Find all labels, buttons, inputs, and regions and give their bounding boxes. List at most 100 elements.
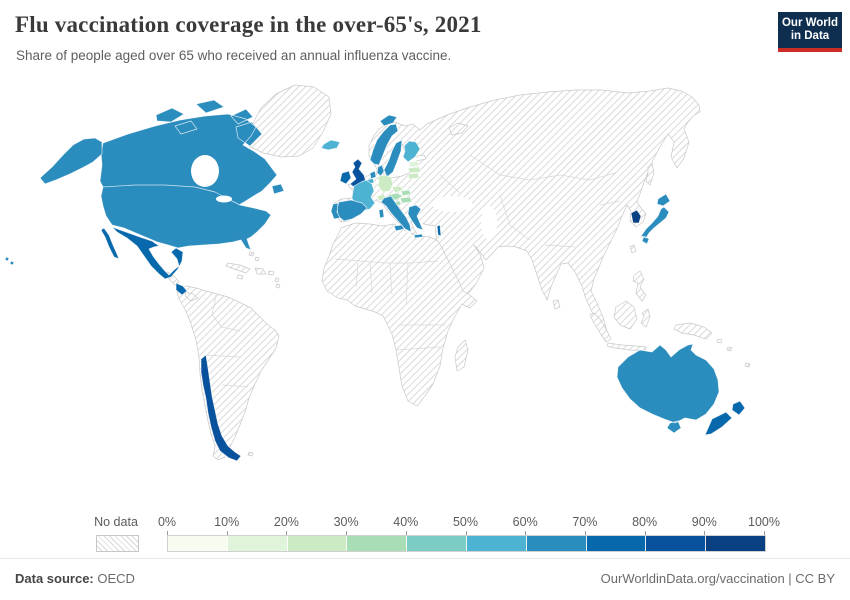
data-source-label: Data source: bbox=[15, 571, 94, 586]
no-data-internal-borders bbox=[203, 154, 621, 388]
legend-tick-label: 80% bbox=[632, 515, 658, 529]
legend-tick-mark bbox=[286, 531, 288, 535]
attribution-link[interactable]: OurWorldinData.org/vaccination | CC BY bbox=[600, 571, 835, 586]
country-finland[interactable] bbox=[402, 140, 421, 163]
legend-swatch[interactable] bbox=[466, 536, 527, 551]
legend-tick-mark bbox=[346, 531, 348, 535]
country-iceland[interactable] bbox=[320, 139, 341, 151]
data-source-value: OECD bbox=[97, 571, 135, 586]
owid-logo-red-bar bbox=[778, 48, 842, 52]
country-mexico[interactable] bbox=[100, 226, 184, 280]
legend-swatch[interactable] bbox=[526, 536, 587, 551]
country-australia[interactable] bbox=[616, 343, 720, 434]
legend-swatch[interactable] bbox=[347, 536, 408, 551]
legend-swatch[interactable] bbox=[646, 536, 707, 551]
no-data-new-guinea[interactable] bbox=[673, 322, 713, 340]
map-legend: No data 0% 10% 20% 30% 40% 50% 60% 70% 80% 90% 100… bbox=[0, 510, 850, 555]
no-data-taiwan[interactable] bbox=[629, 244, 637, 254]
no-data-antilles[interactable] bbox=[274, 277, 281, 289]
no-data-south-america[interactable] bbox=[176, 285, 280, 461]
no-data-jamaica[interactable] bbox=[236, 274, 244, 280]
country-united-states-hawaii[interactable] bbox=[4, 256, 15, 266]
legend-tick-label: 50% bbox=[452, 515, 479, 529]
legend-no-data-label: No data bbox=[94, 515, 138, 529]
legend-tick-mark bbox=[584, 531, 586, 535]
no-data-novaya-zemlya[interactable] bbox=[448, 122, 469, 136]
country-lithuania[interactable] bbox=[407, 172, 420, 180]
black-sea bbox=[432, 196, 472, 212]
legend-tick-label: 40% bbox=[393, 515, 419, 529]
no-data-sumatra[interactable] bbox=[589, 312, 612, 343]
legend-tick-label: 0% bbox=[157, 515, 177, 529]
country-new-zealand[interactable] bbox=[704, 400, 746, 436]
country-israel[interactable] bbox=[436, 224, 442, 237]
no-data-sulawesi[interactable] bbox=[640, 308, 651, 328]
no-data-puerto-rico[interactable] bbox=[267, 270, 275, 276]
country-denmark[interactable] bbox=[376, 164, 385, 177]
country-germany[interactable] bbox=[376, 174, 394, 193]
country-italy[interactable] bbox=[378, 195, 412, 233]
no-data-pacific-islands[interactable] bbox=[716, 338, 751, 368]
country-estonia[interactable] bbox=[408, 160, 420, 168]
country-chile[interactable] bbox=[200, 354, 242, 462]
legend-swatch[interactable] bbox=[586, 536, 647, 551]
country-ireland[interactable] bbox=[339, 170, 352, 185]
legend-tick-mark bbox=[167, 531, 168, 535]
legend-tick-label: 100% bbox=[748, 515, 780, 529]
country-greece[interactable] bbox=[407, 204, 424, 239]
page-title: Flu vaccination coverage in the over-65'… bbox=[15, 12, 482, 37]
legend-swatch[interactable] bbox=[706, 536, 765, 551]
legend-swatch[interactable] bbox=[168, 536, 228, 551]
no-data-greenland[interactable] bbox=[248, 84, 332, 158]
legend-no-data-swatch[interactable] bbox=[96, 535, 139, 552]
country-czechia[interactable] bbox=[391, 185, 404, 194]
no-data-hispaniola[interactable] bbox=[254, 267, 267, 275]
country-canada[interactable] bbox=[99, 99, 285, 207]
no-data-panama[interactable] bbox=[184, 291, 199, 302]
great-lakes bbox=[216, 195, 232, 203]
chart-footer: Data source: OECD OurWorldinData.org/vac… bbox=[0, 558, 850, 600]
page-subtitle: Share of people aged over 65 who receive… bbox=[16, 48, 452, 63]
country-spain[interactable] bbox=[336, 199, 368, 222]
legend-tick-label: 10% bbox=[214, 515, 240, 529]
country-costa-rica[interactable] bbox=[175, 282, 188, 296]
legend-swatch[interactable] bbox=[287, 536, 348, 551]
legend-tick-label: 60% bbox=[512, 515, 538, 529]
legend-tick-label: 30% bbox=[333, 515, 359, 529]
no-data-cuba[interactable] bbox=[225, 262, 251, 274]
no-data-sri-lanka[interactable] bbox=[552, 299, 561, 310]
data-source: Data source: OECD bbox=[15, 571, 135, 586]
no-data-falklands[interactable] bbox=[247, 451, 254, 457]
no-data-bahamas[interactable] bbox=[248, 251, 260, 262]
caspian-sea bbox=[481, 206, 497, 240]
map-canvas bbox=[4, 84, 751, 462]
legend-tick-mark bbox=[465, 531, 467, 535]
country-latvia[interactable] bbox=[407, 166, 422, 174]
no-data-africa[interactable] bbox=[321, 222, 478, 407]
legend-swatch[interactable] bbox=[407, 536, 467, 551]
legend-tick-mark bbox=[644, 531, 646, 535]
country-japan[interactable] bbox=[640, 193, 671, 245]
country-south-korea[interactable] bbox=[630, 209, 642, 224]
lakes bbox=[191, 155, 232, 203]
legend-swatch[interactable] bbox=[227, 536, 288, 551]
no-data-madagascar[interactable] bbox=[454, 339, 469, 372]
legend-tick-mark bbox=[226, 531, 228, 535]
country-portugal[interactable] bbox=[330, 202, 341, 220]
country-slovakia[interactable] bbox=[400, 189, 412, 197]
country-united-states-alaska[interactable] bbox=[39, 137, 103, 185]
legend-color-bar[interactable] bbox=[167, 535, 766, 552]
owid-logo-line1: Our World bbox=[781, 17, 838, 29]
country-norway[interactable] bbox=[369, 114, 399, 166]
legend-tick-mark bbox=[764, 531, 765, 535]
no-data-borneo[interactable] bbox=[613, 300, 638, 330]
no-data-philippines[interactable] bbox=[632, 270, 647, 302]
owid-logo[interactable]: Our World in Data bbox=[778, 12, 842, 52]
country-hungary[interactable] bbox=[399, 196, 413, 204]
legend-tick-label: 90% bbox=[691, 515, 717, 529]
owid-logo-line2: in Data bbox=[790, 30, 830, 42]
no-data-sakhalin[interactable] bbox=[645, 162, 655, 186]
country-sweden[interactable] bbox=[383, 139, 403, 178]
country-netherlands[interactable] bbox=[369, 170, 377, 180]
